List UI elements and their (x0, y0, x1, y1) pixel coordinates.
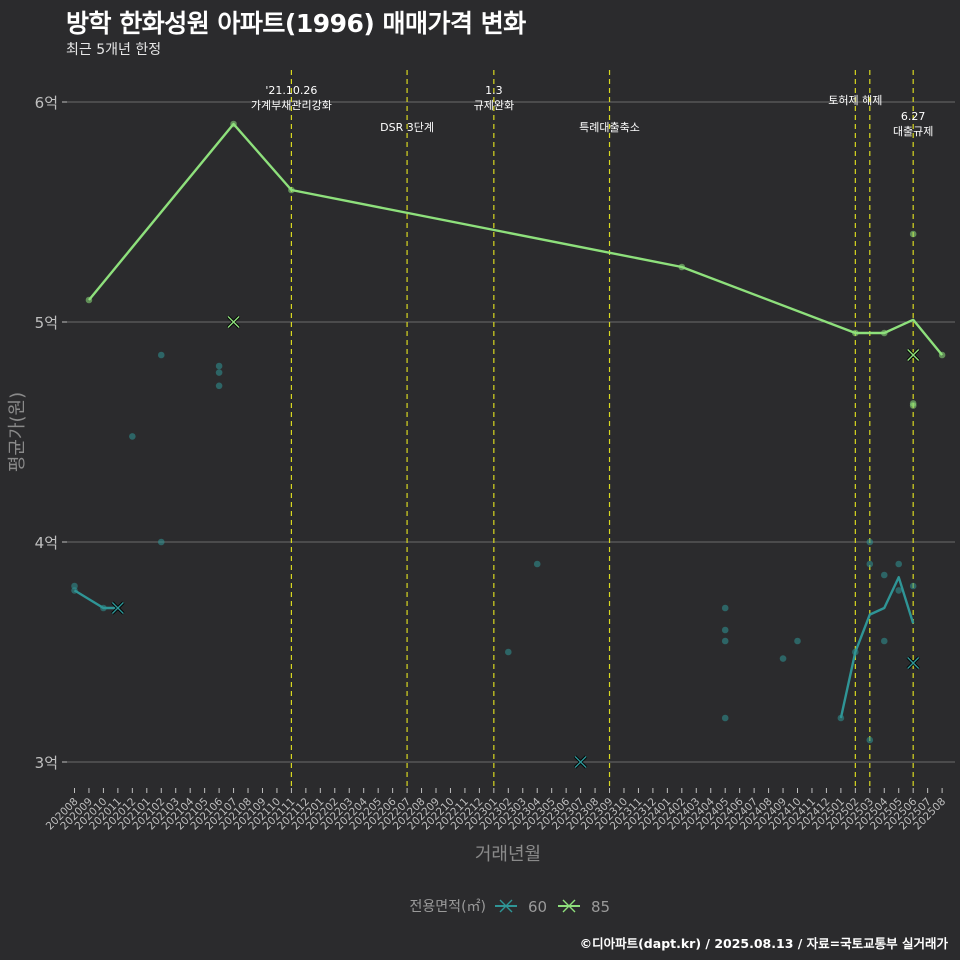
series-85-line (88, 122, 944, 356)
series-60-point (866, 560, 874, 568)
event-label: 대출규제 (893, 125, 933, 138)
legend-label: 60 (528, 898, 547, 916)
series-60-cross (574, 756, 587, 768)
series-60-point (505, 648, 512, 656)
series-85-point (852, 329, 859, 337)
series-60-point (794, 637, 801, 645)
y-tick-label: 3억 (35, 754, 58, 772)
y-axis-title: 평균가(원) (7, 392, 28, 472)
series-60-point (866, 538, 874, 546)
legend-key-cross (499, 899, 513, 913)
series-60-point (895, 587, 903, 594)
chart-subtitle: 최근 5개년 한정 (66, 42, 162, 58)
series-60-point (100, 604, 107, 612)
series-60-point (533, 560, 541, 568)
event-label: 6.27 (901, 110, 926, 123)
series-60-point (721, 604, 729, 612)
series-85-point (909, 230, 917, 238)
series-60-point (852, 648, 859, 656)
series-85-point (288, 186, 295, 194)
event-label: 1.3 (485, 84, 503, 97)
y-tick-label: 4억 (35, 534, 58, 552)
series-60-point (215, 362, 223, 370)
series-85-cross (907, 349, 920, 361)
y-tick-label: 6억 (35, 94, 58, 112)
series-60-cross (111, 602, 124, 614)
series-60-point (837, 714, 845, 722)
series-85-point (678, 263, 686, 271)
legend-key-cross (562, 899, 576, 913)
series-60-line (73, 589, 118, 610)
event-label: 가계부채관리강화 (251, 99, 332, 112)
series-60-point (215, 382, 223, 390)
series-85-point (909, 402, 917, 409)
series-60-point (721, 626, 729, 634)
series-60-point (866, 736, 874, 744)
series-60-cross (907, 657, 920, 669)
series-60-point (71, 587, 78, 594)
source-caption: ©디아파트(dapt.kr) / 2025.08.13 / 자료=국토교통부 실… (579, 936, 948, 951)
legend-title: 전용면적(㎡) (410, 899, 486, 915)
event-label: 특례대출축소 (579, 121, 640, 134)
legend-label: 85 (591, 898, 610, 916)
series-60-line (839, 576, 915, 719)
chart-title: 방학 한화성원 아파트(1996) 매매가격 변화 (66, 9, 526, 38)
event-label: 규제완화 (474, 99, 514, 112)
series-85-point (938, 351, 946, 359)
series-60-point (880, 571, 888, 579)
series-60-point (129, 433, 136, 440)
x-axis-title: 거래년월 (475, 844, 541, 865)
series-60-point (895, 560, 903, 568)
series-85-point (85, 296, 93, 304)
series-60-point (779, 655, 787, 662)
series-85-point (880, 329, 888, 337)
event-label: DSR 3단계 (380, 121, 434, 134)
series-60-point (721, 714, 729, 722)
series-60-point (880, 637, 888, 645)
series-60-point (215, 369, 223, 376)
series-85-cross (227, 316, 240, 328)
series-60-point (721, 637, 729, 645)
event-label: 토허제 해제 (828, 93, 882, 107)
series-60-point (157, 538, 165, 546)
series-60-point (909, 582, 917, 590)
series-60-point (157, 351, 165, 359)
series-85-point (230, 120, 237, 128)
event-label: '21.10.26 (265, 84, 317, 97)
y-tick-label: 5억 (35, 314, 58, 332)
